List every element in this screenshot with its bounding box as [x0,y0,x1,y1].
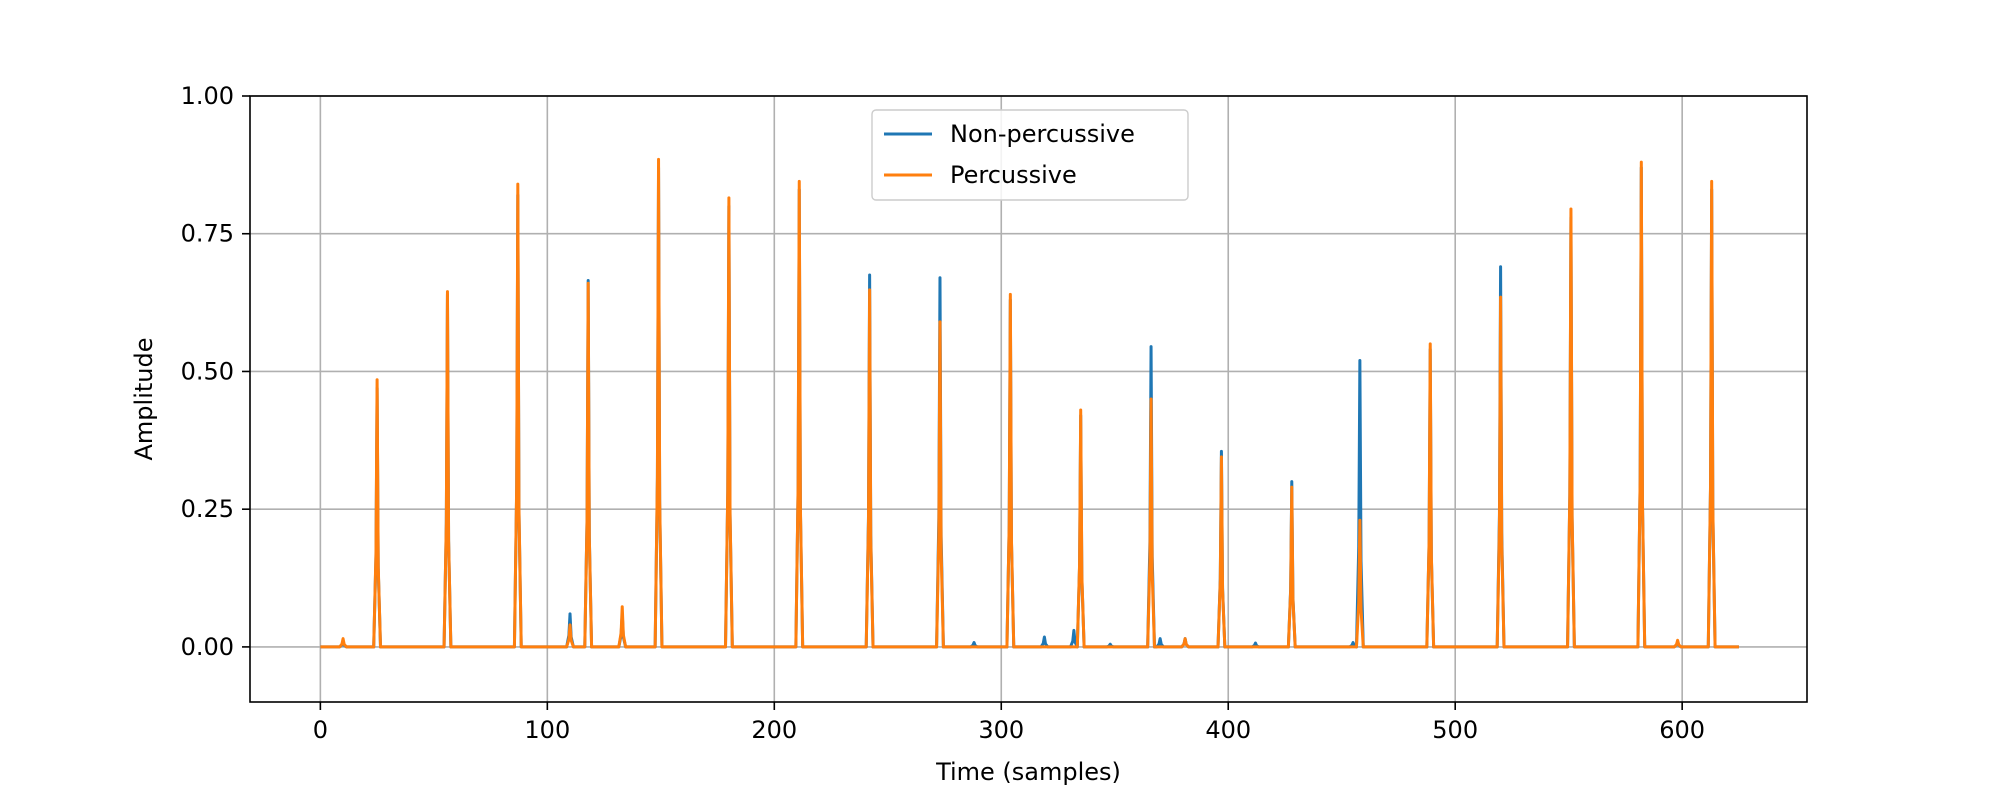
x-tick-label: 300 [978,716,1024,744]
series-layer [320,157,1739,649]
x-tick-label: 200 [751,716,797,744]
y-tick-label: 0.50 [181,357,234,385]
x-axis-label: Time (samples) [935,758,1121,786]
ticks: 0 100 200 300 400 500 600 0.00 0.25 0.50 0.75 1.00 [181,82,1706,744]
y-tick-label: 0.00 [181,633,234,661]
x-tick-label: 100 [524,716,570,744]
legend-box [871,109,1189,201]
legend-label: Percussive [950,161,1077,189]
y-tick-label: 1.00 [181,82,234,110]
plot-frame [249,95,1808,703]
x-tick-label: 400 [1205,716,1251,744]
y-tick-label: 0.25 [181,495,234,523]
legend-label: Non-percussive [950,120,1135,148]
series-line-percussive [320,157,1739,649]
series-line-non-percussive [320,166,1739,649]
x-tick-label: 500 [1432,716,1478,744]
legend: Non-percussive Percussive [871,109,1189,201]
x-tick-label: 600 [1659,716,1705,744]
x-tick-label: 0 [313,716,328,744]
y-axis-label: Amplitude [130,338,158,461]
y-tick-label: 0.75 [181,220,234,248]
